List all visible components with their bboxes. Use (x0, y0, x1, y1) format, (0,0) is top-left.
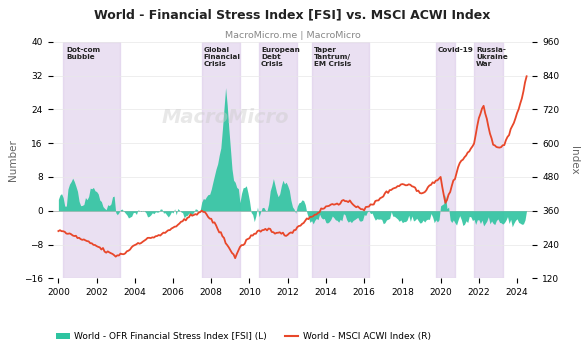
Text: MacroMicro.me | MacroMicro: MacroMicro.me | MacroMicro (225, 31, 360, 40)
Bar (312, 42, 369, 278)
Bar (259, 42, 297, 278)
Text: European
Debt
Crisis: European Debt Crisis (261, 47, 300, 67)
Text: Taper
Tantrum/
EM Crisis: Taper Tantrum/ EM Crisis (314, 47, 351, 67)
Bar (474, 42, 503, 278)
Text: Covid-19: Covid-19 (438, 47, 474, 53)
Y-axis label: Number: Number (8, 139, 18, 181)
Text: World - Financial Stress Index [FSI] vs. MSCI ACWI Index: World - Financial Stress Index [FSI] vs.… (94, 9, 491, 22)
Text: Global
Financial
Crisis: Global Financial Crisis (204, 47, 240, 67)
Text: MacroMicro: MacroMicro (161, 108, 289, 127)
Bar (63, 42, 121, 278)
Text: Dot-com
Bubble: Dot-com Bubble (66, 47, 100, 60)
Bar (202, 42, 240, 278)
Text: Russia-
Ukraine
War: Russia- Ukraine War (476, 47, 508, 67)
Bar (436, 42, 455, 278)
Legend: World - OFR Financial Stress Index [FSI] (L), World - MSCI ACWI Index (R): World - OFR Financial Stress Index [FSI]… (53, 329, 435, 345)
Y-axis label: Index: Index (569, 146, 579, 174)
